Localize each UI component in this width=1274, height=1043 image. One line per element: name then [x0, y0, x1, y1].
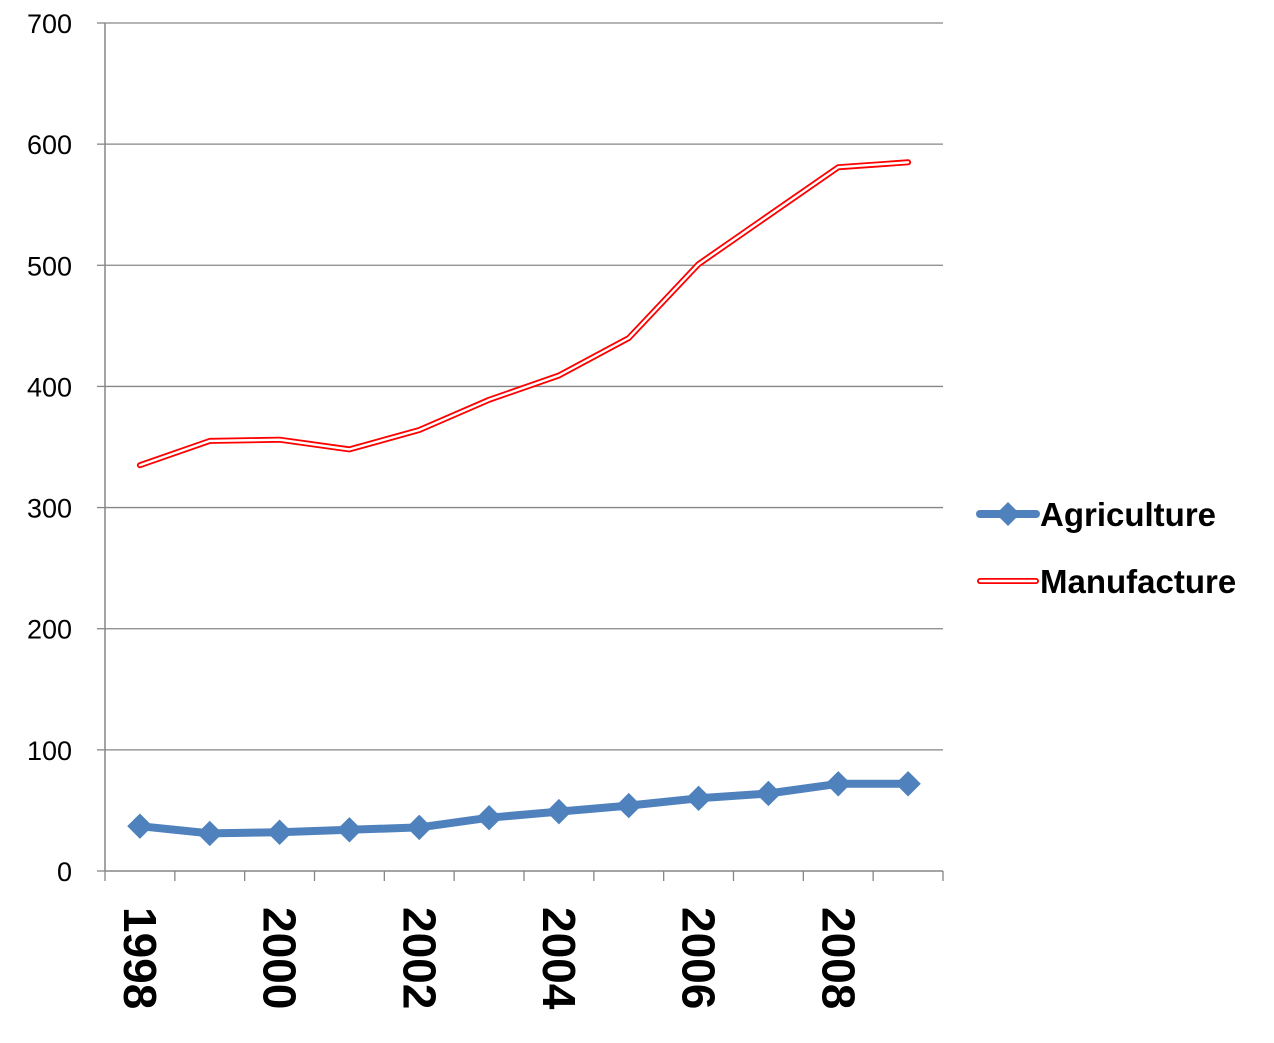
- x-tick-label-2002: 2002: [393, 907, 445, 1009]
- data-point-agriculture-1999: [197, 820, 223, 847]
- legend: Agriculture Manufacture: [976, 496, 1236, 600]
- series-line-manufacture-inner: [138, 161, 910, 467]
- x-tick-label-1998: 1998: [114, 907, 166, 1009]
- data-point-agriculture-1998: [127, 813, 153, 839]
- gridlines: [97, 22, 943, 872]
- data-point-agriculture-2004: [546, 798, 572, 825]
- data-point-agriculture-2009: [895, 771, 921, 797]
- legend-label-manufacture: Manufacture: [1040, 563, 1236, 600]
- y-tick-label-400: 400: [27, 372, 72, 402]
- y-tick-label-0: 0: [57, 857, 72, 887]
- data-point-agriculture-2007: [755, 780, 782, 807]
- series-group: [127, 159, 921, 847]
- data-point-agriculture-2003: [476, 804, 502, 831]
- legend-label-agriculture: Agriculture: [1040, 496, 1216, 533]
- legend-item-agriculture: Agriculture: [976, 496, 1216, 533]
- legend-item-manufacture: Manufacture: [977, 563, 1236, 600]
- x-tick-label-2004: 2004: [533, 907, 585, 1010]
- y-axis-tick-labels: 0 100 200 300 400 500 600 700: [27, 9, 72, 887]
- series-line-manufacture-outer: [136, 159, 912, 469]
- x-tick-label-2000: 2000: [254, 907, 306, 1009]
- y-tick-label-500: 500: [27, 251, 72, 281]
- data-point-agriculture-2002: [406, 814, 432, 841]
- x-axis-tick-labels: 1998 2000 2002 2004 2006 2008: [114, 907, 864, 1010]
- data-point-agriculture-2001: [336, 817, 363, 843]
- axes: [104, 23, 944, 881]
- series-line-agriculture: [135, 779, 913, 838]
- data-point-agriculture-2000: [266, 819, 293, 845]
- y-tick-label-600: 600: [27, 130, 72, 160]
- y-tick-label-700: 700: [27, 9, 72, 39]
- y-tick-label-100: 100: [27, 736, 72, 766]
- series-manufacture: [136, 159, 912, 469]
- x-tick-label-2006: 2006: [673, 907, 725, 1009]
- y-tick-label-300: 300: [27, 494, 72, 524]
- x-tick-label-2008: 2008: [812, 907, 864, 1009]
- y-tick-label-200: 200: [27, 615, 72, 645]
- legend-swatch-agriculture-marker: [996, 502, 1020, 526]
- data-point-agriculture-2008: [825, 771, 851, 797]
- series-agriculture: [127, 771, 921, 847]
- data-point-agriculture-2006: [685, 785, 712, 812]
- data-point-agriculture-2005: [616, 792, 642, 819]
